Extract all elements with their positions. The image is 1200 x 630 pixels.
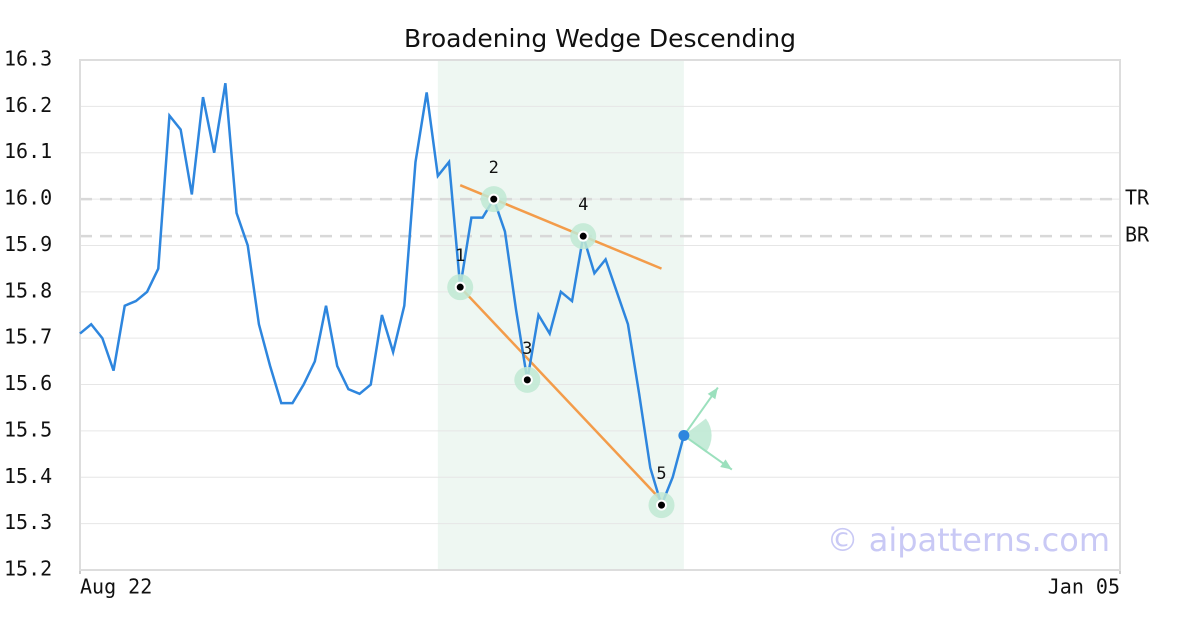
pattern-label: 5 (656, 464, 666, 484)
level-label: TR (1125, 186, 1150, 210)
pattern-label: 3 (522, 339, 532, 359)
y-tick-label: 16.1 (4, 139, 52, 163)
projection-wedge (683, 418, 712, 453)
y-tick-label: 15.9 (4, 232, 52, 256)
trend-line (459, 286, 663, 502)
pattern-label: 2 (489, 158, 499, 178)
chart-title: Broadening Wedge Descending (404, 24, 796, 53)
y-tick-label: 15.5 (4, 417, 52, 441)
y-tick-label: 15.2 (4, 557, 52, 581)
y-tick-label: 15.7 (4, 325, 52, 349)
y-tick-label: 15.3 (4, 510, 52, 534)
pattern-label: 4 (578, 195, 588, 215)
pattern-point (577, 230, 589, 242)
last-point (678, 430, 690, 442)
y-tick-label: 15.6 (4, 371, 52, 395)
level-label: BR (1125, 223, 1150, 247)
x-tick-label: Aug 22 (80, 575, 152, 599)
pattern-point (521, 374, 533, 386)
pattern-region (437, 60, 684, 570)
watermark: © aipatterns.com (827, 521, 1110, 559)
plot-frame (79, 59, 1121, 571)
x-tick-label: Jan 05 (1048, 575, 1120, 599)
pattern-point (488, 193, 500, 205)
y-tick-label: 16.3 (4, 47, 52, 71)
y-tick-label: 16.0 (4, 186, 52, 210)
y-tick-label: 16.2 (4, 93, 52, 117)
y-tick-label: 15.4 (4, 464, 52, 488)
arrow-head (720, 459, 732, 470)
pattern-point (656, 499, 668, 511)
arrow-head (707, 387, 718, 400)
pattern-point (454, 281, 466, 293)
y-tick-label: 15.8 (4, 278, 52, 302)
pattern-label: 1 (455, 246, 465, 266)
